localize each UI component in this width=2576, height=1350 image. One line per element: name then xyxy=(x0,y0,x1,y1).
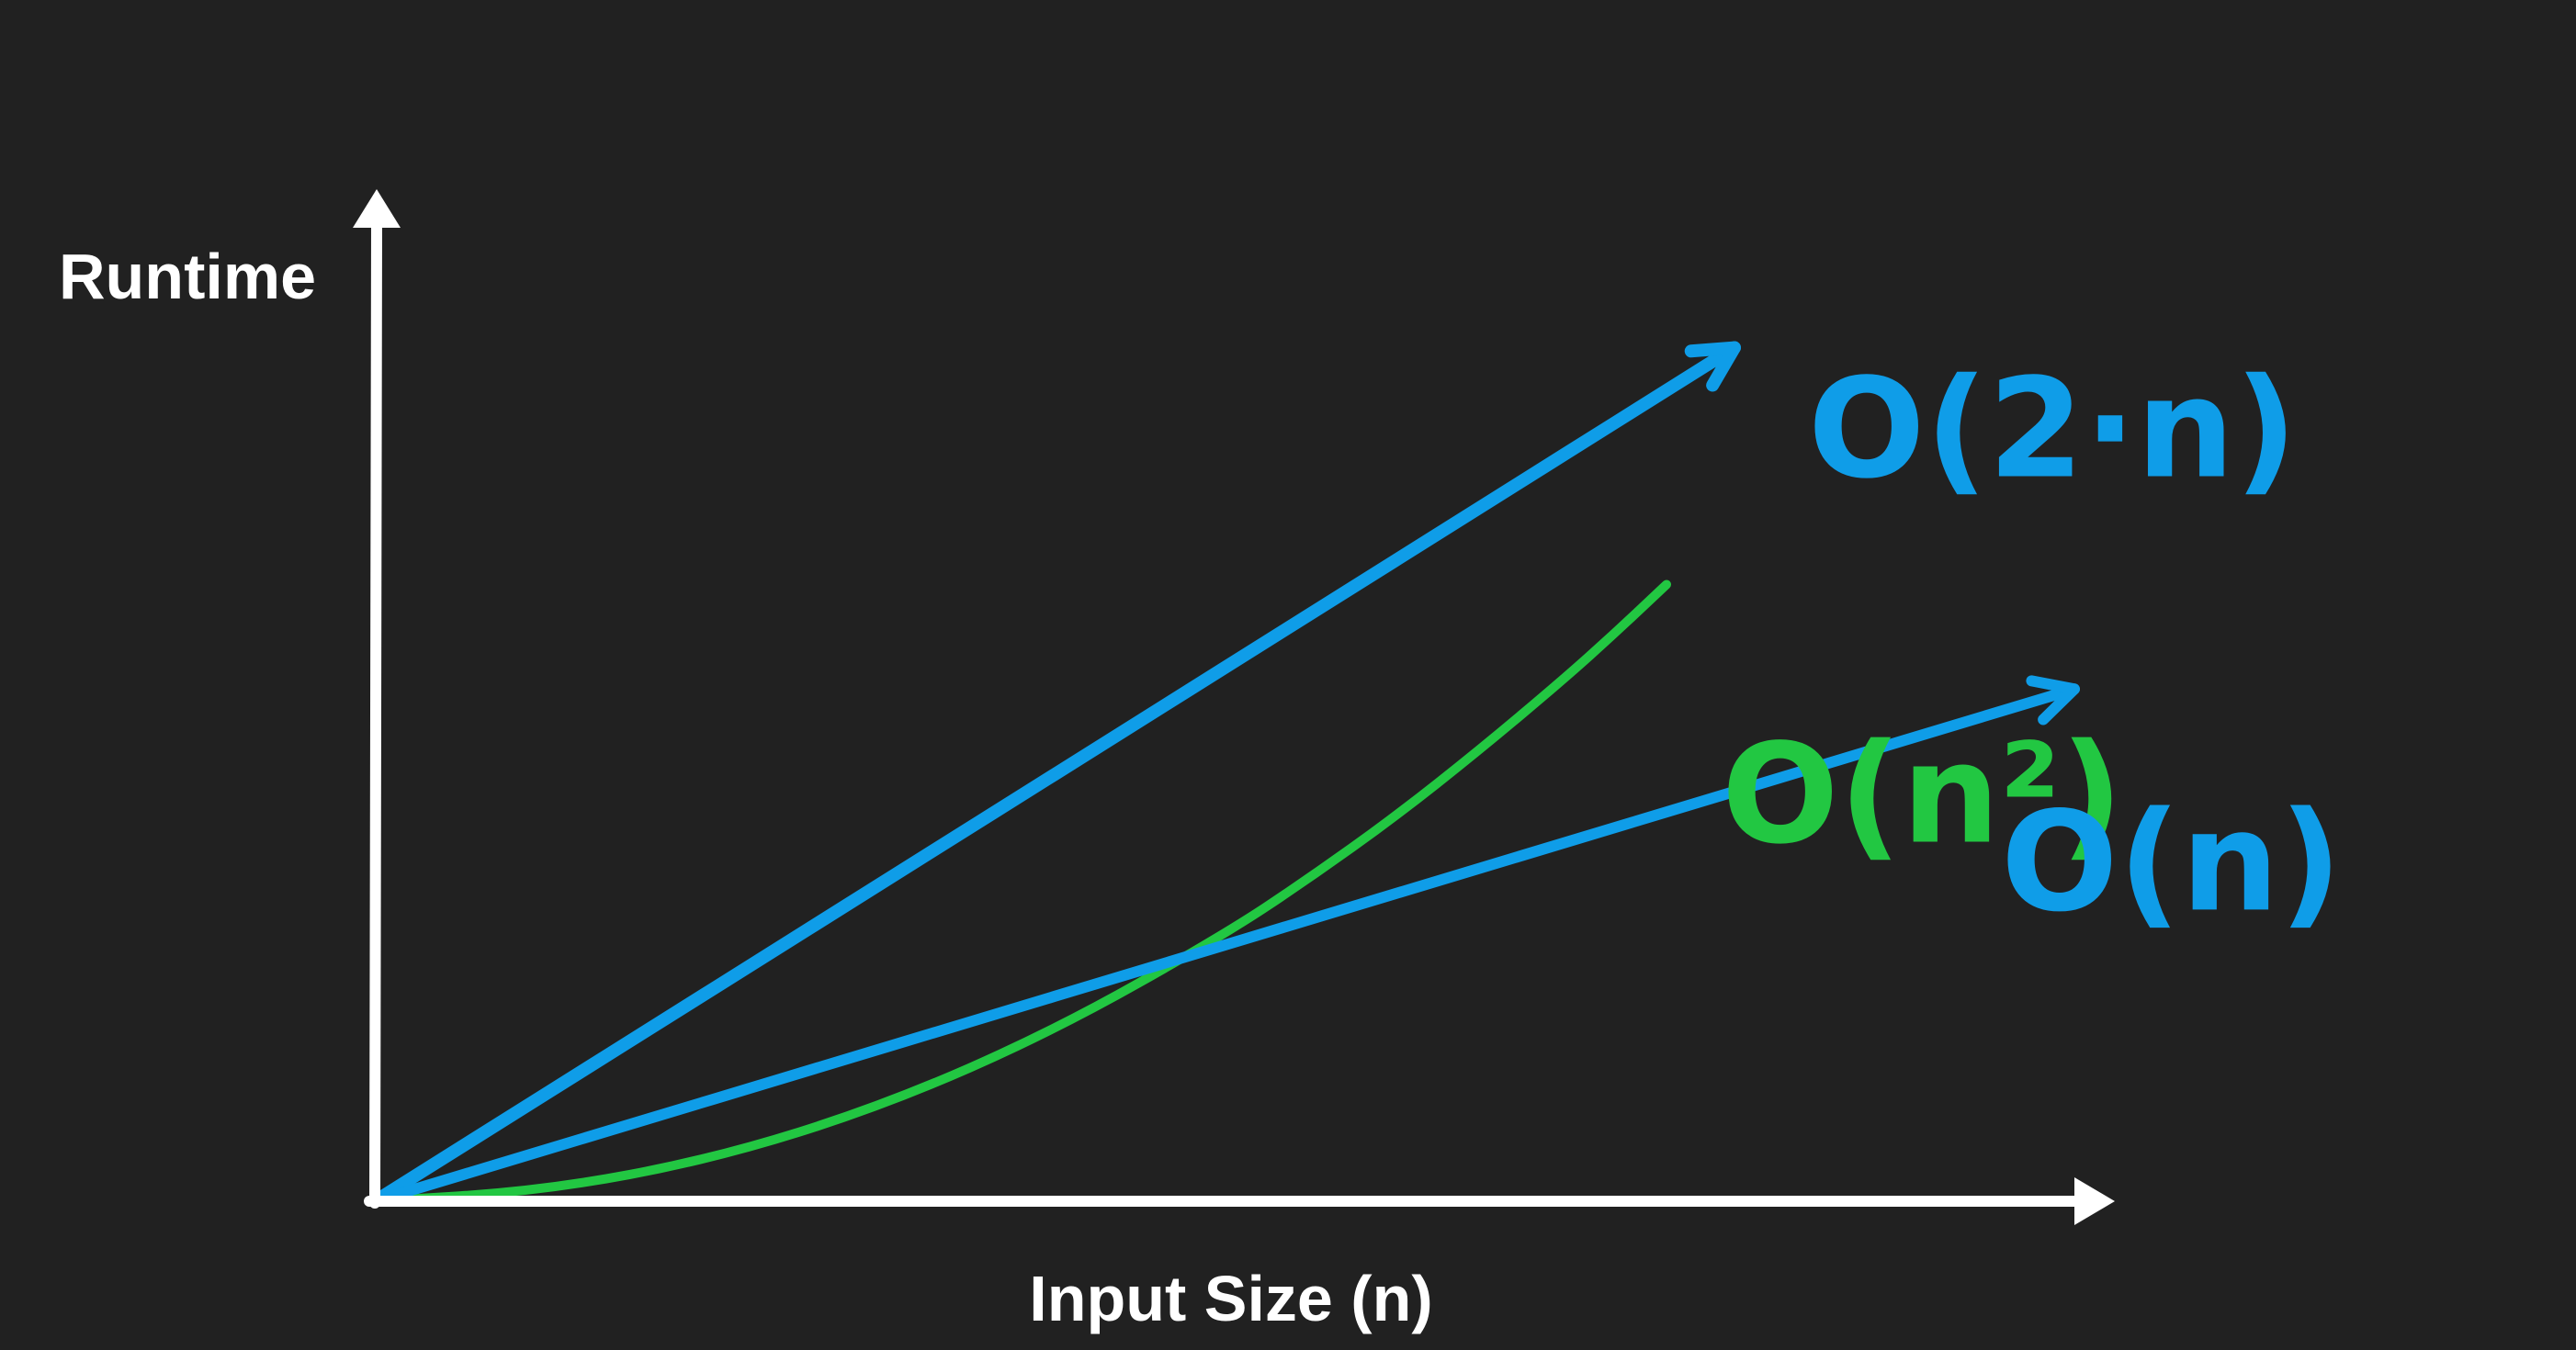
series-label-2: O(n) xyxy=(2001,782,2342,942)
y-axis-title: Runtime xyxy=(59,241,316,312)
y-axis xyxy=(369,215,382,1209)
series-layer xyxy=(368,341,2080,1208)
y-axis-arrow-icon xyxy=(353,189,401,228)
label-layer: O(n²) O(2·n) O(n) xyxy=(1722,350,2342,943)
axes xyxy=(353,189,2115,1225)
series-label-0: O(n²) xyxy=(1722,714,2123,874)
series-arrowhead-icon-2 xyxy=(2026,675,2080,726)
x-axis-arrow-icon xyxy=(2074,1177,2115,1225)
series-line-0 xyxy=(370,579,1671,1206)
x-axis-title: Input Size (n) xyxy=(1029,1263,1432,1334)
series-line-2 xyxy=(369,683,2080,1207)
series-line-1 xyxy=(368,341,1741,1208)
series-arrowhead-icon-1 xyxy=(1684,341,1741,392)
series-label-1: O(2·n) xyxy=(1808,350,2298,510)
